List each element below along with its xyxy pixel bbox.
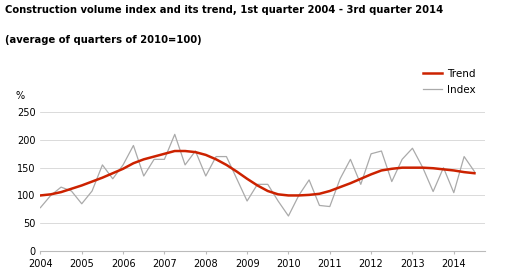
Legend: Trend, Index: Trend, Index xyxy=(419,65,480,99)
Text: (average of quarters of 2010=100): (average of quarters of 2010=100) xyxy=(5,35,201,45)
Text: Construction volume index and its trend, 1st quarter 2004 - 3rd quarter 2014: Construction volume index and its trend,… xyxy=(5,5,443,15)
Text: %: % xyxy=(16,91,25,101)
